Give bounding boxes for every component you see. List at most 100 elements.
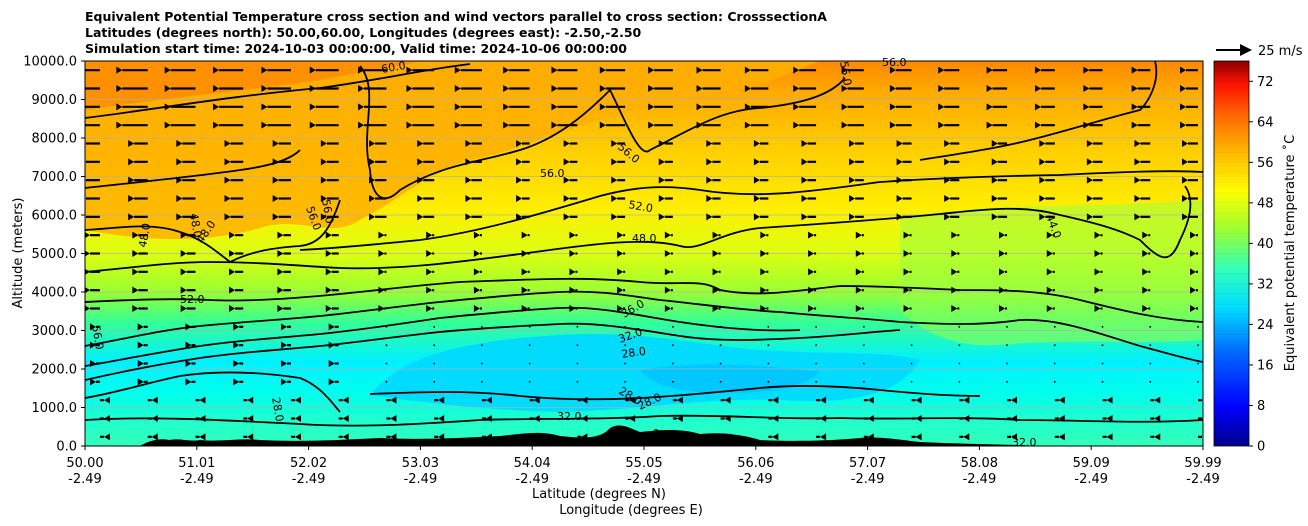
wind-vector-head xyxy=(999,305,1006,312)
wind-vector-head xyxy=(938,85,945,92)
wind-vector-head xyxy=(867,396,874,404)
wind-vector-head xyxy=(176,176,183,184)
wind-vector-head xyxy=(617,286,624,294)
wind-vector-head xyxy=(325,268,332,276)
wind-vector-head xyxy=(180,250,187,257)
wind-vector-dot xyxy=(576,344,579,347)
wind-vector-head xyxy=(426,250,433,257)
wind-vector-head xyxy=(309,103,316,111)
wind-vector-dot xyxy=(719,344,722,347)
wind-vector-head xyxy=(342,396,349,404)
contour-label: 48.0 xyxy=(136,222,153,248)
wind-vector-head xyxy=(1154,396,1161,404)
wind-vector-head xyxy=(599,121,606,129)
wind-vector-head xyxy=(1142,268,1149,276)
wind-vector-head xyxy=(213,66,220,74)
wind-vector-head xyxy=(277,286,284,294)
wind-vector-head xyxy=(801,140,808,147)
wind-vector-dot xyxy=(862,380,865,383)
x-tick-label-lon: -2.49 xyxy=(1186,472,1220,487)
wind-vector-head xyxy=(128,176,135,184)
wind-vector-head xyxy=(963,433,970,441)
wind-vector-head xyxy=(320,176,327,184)
wind-vector-head xyxy=(358,121,365,129)
wind-vector-head xyxy=(1086,176,1093,184)
wind-vector-head xyxy=(744,85,751,92)
chart-title-line-3: Simulation start time: 2024-10-03 00:00:… xyxy=(85,41,627,56)
y-tick-label: 10000.0 xyxy=(23,55,77,70)
wind-vector-head xyxy=(164,66,171,74)
wind-vector-head xyxy=(68,85,74,92)
wind-vector-head xyxy=(233,360,240,367)
wind-vector-head xyxy=(841,103,848,111)
wind-vector-head xyxy=(1134,213,1141,221)
contour-lines xyxy=(85,61,1203,427)
wind-vector-head xyxy=(808,305,815,312)
wind-vector-head xyxy=(986,103,993,111)
wind-vector-dot xyxy=(528,325,531,328)
wind-vector-head xyxy=(658,213,665,221)
wind-vector-head xyxy=(90,341,96,349)
wind-vector-dot xyxy=(433,362,436,365)
contour-label: 56.0 xyxy=(89,324,106,350)
wind-vector-dot xyxy=(528,380,531,383)
wind-vector-dot xyxy=(1149,362,1152,365)
wind-vector-head xyxy=(521,305,528,312)
wind-vector-head xyxy=(85,287,90,294)
wind-vector-head xyxy=(1094,231,1101,239)
wind-vector-head xyxy=(521,268,528,276)
wind-vector-head xyxy=(176,195,183,202)
wind-vector-head xyxy=(417,158,424,166)
wind-vector-head xyxy=(272,213,279,221)
wind-vector-head xyxy=(369,195,376,202)
wind-vector-head xyxy=(676,396,683,404)
y-tick-label: 2000.0 xyxy=(32,363,78,378)
wind-vector-dot xyxy=(1101,325,1104,328)
y-tick-label: 0.0 xyxy=(56,440,77,455)
wind-vector-dot xyxy=(767,380,770,383)
wind-vector-head xyxy=(90,323,96,331)
wind-vector-head xyxy=(753,176,760,184)
wind-vector-head xyxy=(213,85,220,92)
wind-vector-dot xyxy=(862,344,865,347)
wind-vector-head xyxy=(724,415,731,422)
wind-vector-head xyxy=(991,176,998,184)
wind-vector-head xyxy=(1046,305,1053,312)
wind-vector-dot xyxy=(1149,380,1152,383)
wind-vector-head xyxy=(85,305,90,312)
wind-vector-dot xyxy=(1053,344,1056,347)
y-tick-label: 8000.0 xyxy=(32,132,78,147)
wind-vector-head xyxy=(658,176,665,184)
wind-vector-dot xyxy=(528,362,531,365)
wind-vector-head xyxy=(277,305,284,312)
wind-vector-head xyxy=(903,286,910,294)
wind-vector-head xyxy=(1046,231,1053,239)
wind-vector-head xyxy=(772,433,779,441)
wind-vector-head xyxy=(85,232,90,239)
colorbar-tick-label: 64 xyxy=(1257,115,1274,130)
wind-vector-head xyxy=(1154,415,1161,422)
wind-vector-head xyxy=(599,66,606,74)
wind-vector-head xyxy=(1154,433,1161,441)
wind-vector-head xyxy=(199,433,206,441)
wind-vector-head xyxy=(454,85,461,92)
wind-vector-head xyxy=(224,195,231,202)
x-tick-label-lon: -2.49 xyxy=(1074,472,1108,487)
wind-vector-head xyxy=(903,305,910,312)
wind-vector-head xyxy=(369,176,376,184)
contour-label: 56.0 xyxy=(882,56,907,69)
wind-vector-head xyxy=(369,140,376,147)
warm-core-region xyxy=(85,61,420,110)
wind-vector-head xyxy=(485,433,492,441)
wind-vector-head xyxy=(760,305,767,312)
wind-vector-head xyxy=(611,158,618,166)
wind-vector-dot xyxy=(671,362,674,365)
colorbar-tick-label: 0 xyxy=(1257,440,1265,455)
wind-vector-head xyxy=(793,103,800,111)
chart-title-line-2: Latitudes (degrees north): 50.00,60.00, … xyxy=(85,25,642,40)
wind-vector-head xyxy=(696,121,703,129)
contour-label: 56.0 xyxy=(837,60,854,86)
x-tick-label-lon: -2.49 xyxy=(68,472,102,487)
wind-vector-dot xyxy=(576,325,579,328)
wind-vector-dot xyxy=(1197,380,1199,383)
